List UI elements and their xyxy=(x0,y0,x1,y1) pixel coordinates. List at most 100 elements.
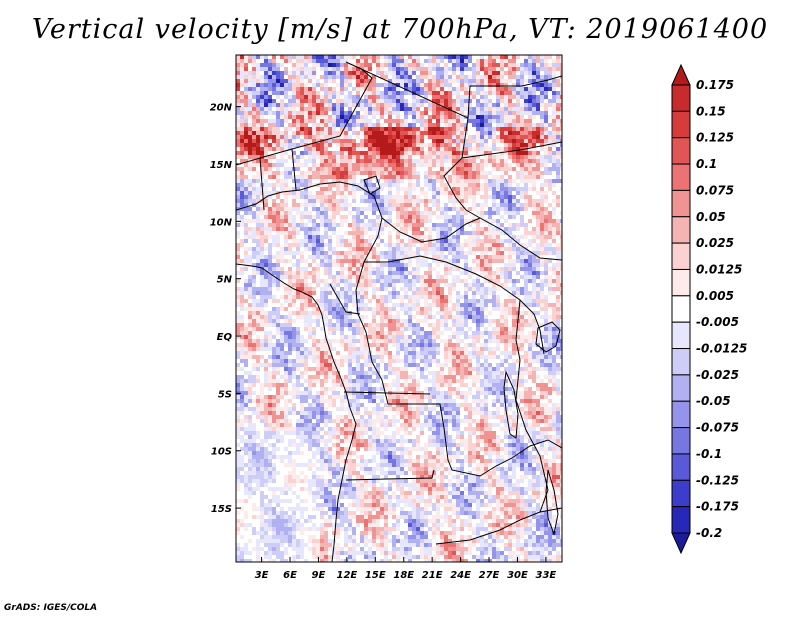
field-cell xyxy=(440,111,444,115)
field-cell xyxy=(412,203,416,207)
field-cell xyxy=(512,291,516,295)
field-cell xyxy=(444,207,448,211)
field-cell xyxy=(336,271,340,275)
field-cell xyxy=(304,71,308,75)
field-cell xyxy=(512,67,516,71)
field-cell xyxy=(276,263,280,267)
field-cell xyxy=(304,339,308,343)
field-cell xyxy=(332,331,336,335)
field-cell xyxy=(408,259,412,263)
field-cell xyxy=(348,179,352,183)
field-cell xyxy=(408,299,412,303)
field-cell xyxy=(236,91,240,95)
field-cell xyxy=(484,259,488,263)
field-cell xyxy=(244,111,248,115)
field-cell xyxy=(388,215,392,219)
field-cell xyxy=(408,67,412,71)
field-cell xyxy=(520,255,524,259)
field-cell xyxy=(404,171,408,175)
field-cell xyxy=(476,219,480,223)
field-cell xyxy=(252,287,256,291)
field-cell xyxy=(340,87,344,91)
field-cell xyxy=(300,95,304,99)
field-cell xyxy=(404,327,408,331)
field-cell xyxy=(400,199,404,203)
field-cell xyxy=(424,307,428,311)
field-cell xyxy=(556,219,560,223)
field-cell xyxy=(472,179,476,183)
field-cell xyxy=(496,271,500,275)
field-cell xyxy=(448,187,452,191)
field-cell xyxy=(484,315,488,319)
field-cell xyxy=(504,131,508,135)
field-cell xyxy=(288,343,292,347)
field-cell xyxy=(492,339,496,343)
field-cell xyxy=(420,119,424,123)
field-cell xyxy=(396,215,400,219)
field-cell xyxy=(372,115,376,119)
field-cell xyxy=(424,283,428,287)
field-cell xyxy=(264,203,268,207)
field-cell xyxy=(456,267,460,271)
field-cell xyxy=(508,331,512,335)
field-cell xyxy=(284,131,288,135)
field-cell xyxy=(348,139,352,143)
field-cell xyxy=(472,243,476,247)
field-cell xyxy=(236,147,240,151)
field-cell xyxy=(488,299,492,303)
field-cell xyxy=(492,211,496,215)
field-cell xyxy=(328,243,332,247)
field-cell xyxy=(340,83,344,87)
field-cell xyxy=(556,315,560,319)
field-cell xyxy=(404,283,408,287)
field-cell xyxy=(240,131,244,135)
field-cell xyxy=(312,239,316,243)
field-cell xyxy=(392,307,396,311)
field-cell xyxy=(528,119,532,123)
field-cell xyxy=(288,243,292,247)
field-cell xyxy=(468,99,472,103)
field-cell xyxy=(356,291,360,295)
field-cell xyxy=(268,103,272,107)
field-cell xyxy=(356,323,360,327)
field-cell xyxy=(440,167,444,171)
field-cell xyxy=(364,131,368,135)
field-cell xyxy=(444,71,448,75)
field-cell xyxy=(328,331,332,335)
field-cell xyxy=(456,235,460,239)
field-cell xyxy=(340,255,344,259)
field-cell xyxy=(440,179,444,183)
field-cell xyxy=(312,275,316,279)
field-cell xyxy=(408,175,412,179)
field-cell xyxy=(380,323,384,327)
field-cell xyxy=(456,155,460,159)
field-cell xyxy=(268,219,272,223)
field-cell xyxy=(388,323,392,327)
field-cell xyxy=(312,327,316,331)
field-cell xyxy=(500,255,504,259)
field-cell xyxy=(504,203,508,207)
field-cell xyxy=(236,119,240,123)
field-cell xyxy=(432,291,436,295)
field-cell xyxy=(420,327,424,331)
field-cell xyxy=(236,287,240,291)
field-cell xyxy=(272,55,276,59)
field-cell xyxy=(272,347,276,351)
field-cell xyxy=(312,307,316,311)
field-cell xyxy=(272,239,276,243)
field-cell xyxy=(244,207,248,211)
field-cell xyxy=(456,255,460,259)
field-cell xyxy=(520,235,524,239)
field-cell xyxy=(516,83,520,87)
field-cell xyxy=(496,67,500,71)
field-cell xyxy=(524,267,528,271)
field-cell xyxy=(376,299,380,303)
field-cell xyxy=(492,255,496,259)
field-cell xyxy=(520,299,524,303)
field-cell xyxy=(320,99,324,103)
field-cell xyxy=(352,255,356,259)
field-cell xyxy=(392,227,396,231)
field-cell xyxy=(312,167,316,171)
field-cell xyxy=(296,263,300,267)
field-cell xyxy=(476,67,480,71)
